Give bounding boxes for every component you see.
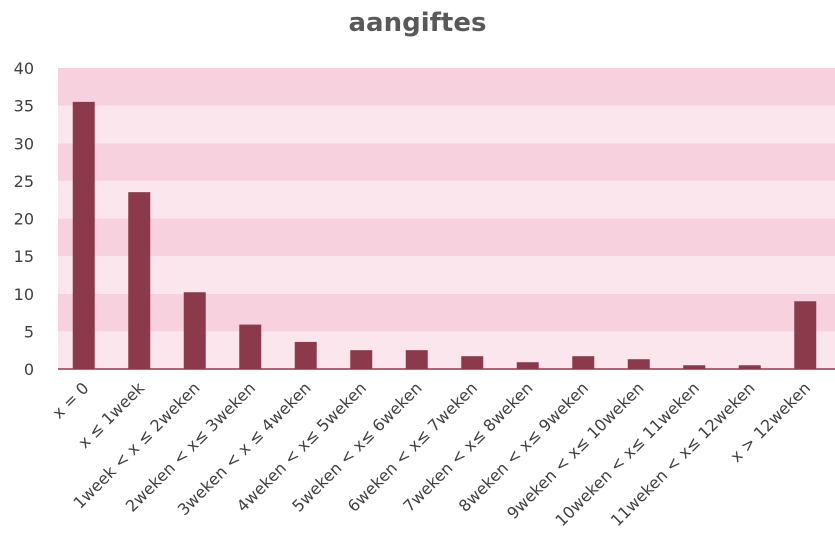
bar [627,359,650,369]
bar [294,341,317,369]
y-tick-label: 5 [24,322,34,341]
bar [738,365,761,369]
bar [683,365,706,369]
bar [461,356,484,369]
bar [794,301,817,369]
y-tick-label: 15 [14,247,34,266]
y-tick-label: 35 [14,97,34,116]
y-tick-label: 30 [14,134,34,153]
y-tick-label: 20 [14,210,34,229]
grid-band [58,256,835,294]
grid-band [58,293,835,332]
grid-band [58,180,835,219]
chart-title: aangiftes [348,8,487,38]
bar [72,101,95,370]
y-tick-label: 25 [14,172,34,191]
bar [183,292,206,369]
y-tick-label: 0 [24,360,34,379]
bar [516,362,539,369]
grid-band [58,68,835,106]
grid-band [58,218,835,257]
bar [239,324,262,369]
bar [350,350,373,369]
y-tick-label: 40 [14,59,34,78]
x-category-label: x = 0 [49,378,93,422]
bar [572,356,595,369]
grid-band [58,331,835,369]
y-tick-label: 10 [14,285,34,304]
grid-band [58,143,835,181]
grid-band [58,105,835,144]
bar [405,350,428,369]
bar [128,192,151,369]
